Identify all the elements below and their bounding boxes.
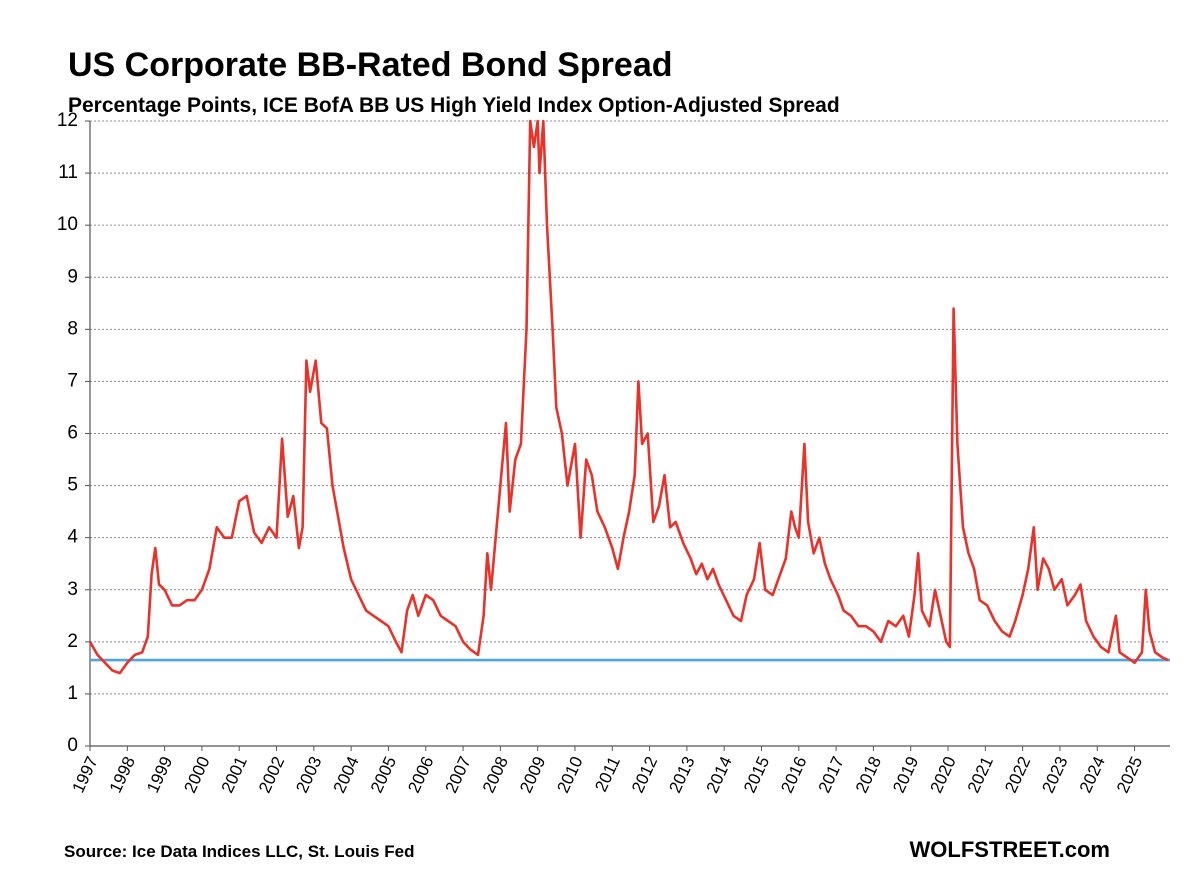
- y-tick-label: 2: [67, 631, 78, 652]
- x-tick-label: 2019: [889, 754, 922, 796]
- x-tick-label: 1997: [68, 754, 101, 796]
- x-tick-label: 2020: [927, 754, 960, 796]
- x-tick-label: 2013: [665, 754, 698, 796]
- x-tick-label: 2005: [367, 754, 400, 796]
- x-tick-label: 2009: [516, 754, 549, 796]
- x-tick-label: 2016: [777, 754, 810, 796]
- y-tick-label: 8: [67, 318, 78, 339]
- y-tick-label: 6: [67, 423, 78, 444]
- y-tick-label: 9: [67, 266, 78, 287]
- x-tick-label: 2025: [1113, 754, 1146, 796]
- x-tick-label: 2002: [255, 754, 288, 796]
- x-tick-label: 2004: [330, 754, 363, 796]
- x-tick-label: 2018: [852, 754, 885, 796]
- y-tick-label: 3: [67, 579, 78, 600]
- y-tick-label: 10: [57, 214, 78, 235]
- x-tick-label: 1999: [143, 754, 176, 796]
- x-tick-label: 2024: [1076, 754, 1109, 796]
- x-tick-label: 2001: [218, 754, 251, 796]
- x-tick-label: 2012: [628, 754, 661, 796]
- x-tick-label: 2008: [479, 754, 512, 796]
- y-tick-label: 4: [67, 527, 78, 548]
- data-line: [88, 119, 1169, 675]
- x-tick-label: 1998: [106, 754, 139, 796]
- x-tick-label: 2000: [180, 754, 213, 796]
- x-tick-label: 2011: [591, 754, 624, 795]
- y-tick-label: 7: [67, 370, 78, 391]
- y-tick-label: 11: [58, 162, 78, 183]
- chart-title: US Corporate BB-Rated Bond Spread: [68, 46, 673, 84]
- y-tick-label: 5: [67, 475, 78, 496]
- x-tick-label: 2010: [553, 754, 586, 796]
- y-tick-label: 0: [67, 735, 78, 756]
- x-tick-label: 2014: [703, 754, 736, 796]
- y-tick-label: 12: [57, 110, 78, 131]
- x-tick-label: 2022: [1001, 754, 1034, 796]
- source-note: Source: Ice Data Indices LLC, St. Louis …: [64, 842, 414, 861]
- y-tick-label: 1: [67, 683, 78, 704]
- x-tick-label: 2015: [740, 754, 773, 796]
- x-tick-label: 2007: [442, 754, 475, 796]
- credit: WOLFSTREET.com: [910, 837, 1110, 862]
- x-tick-label: 2017: [815, 754, 848, 796]
- chart-subtitle: Percentage Points, ICE BofA BB US High Y…: [68, 94, 840, 117]
- x-tick-label: 2023: [1038, 754, 1071, 796]
- x-tick-label: 2006: [404, 754, 437, 796]
- x-tick-label: 2003: [292, 754, 325, 796]
- x-tick-label: 2021: [964, 754, 997, 796]
